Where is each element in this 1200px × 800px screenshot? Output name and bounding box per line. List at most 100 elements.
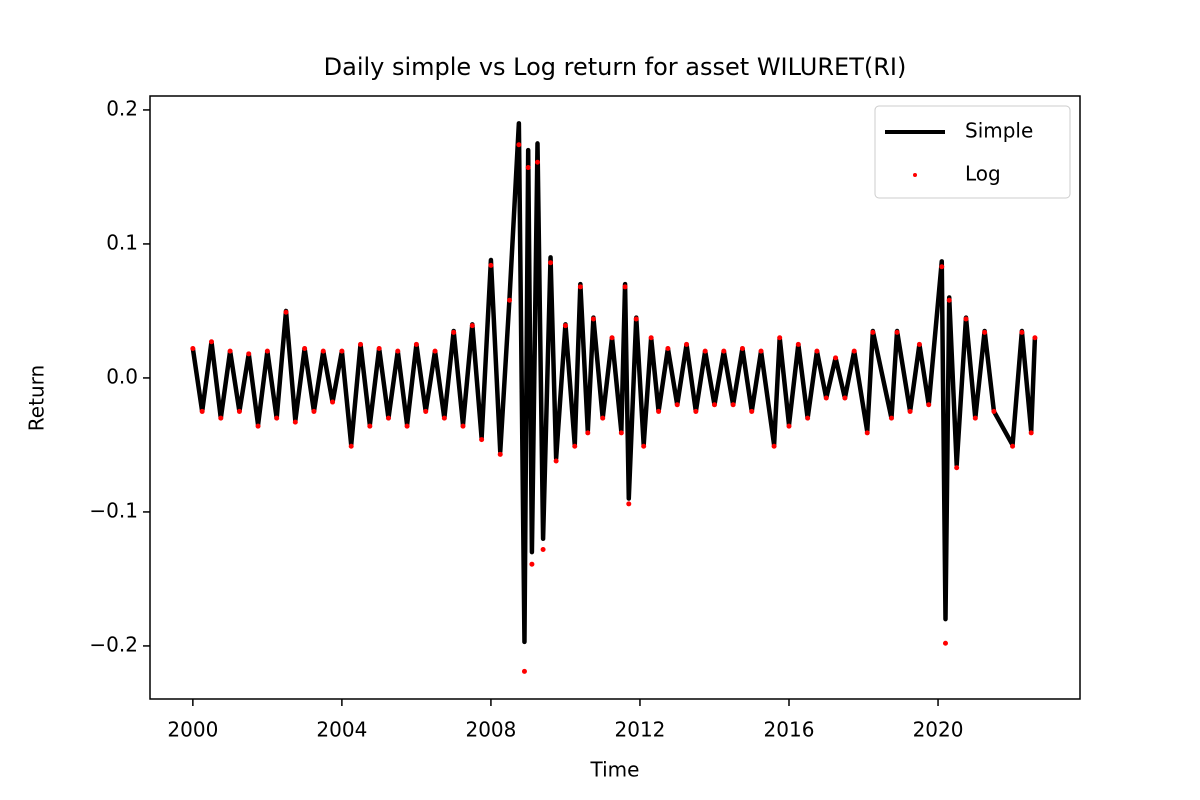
log-return-point bbox=[525, 165, 531, 171]
log-return-point bbox=[283, 309, 289, 315]
log-return-point bbox=[432, 348, 438, 354]
log-return-point bbox=[907, 408, 913, 414]
log-return-point bbox=[358, 341, 364, 347]
log-return-point bbox=[529, 561, 535, 567]
log-return-point bbox=[991, 408, 997, 414]
log-return-point bbox=[516, 142, 522, 148]
log-return-point bbox=[208, 339, 214, 345]
log-return-point bbox=[674, 402, 680, 408]
y-tick-label: 0.2 bbox=[106, 96, 138, 120]
log-return-point bbox=[693, 408, 699, 414]
log-return-point bbox=[469, 323, 475, 329]
legend-box bbox=[874, 105, 1071, 199]
log-return-point bbox=[758, 348, 764, 354]
log-return-point bbox=[648, 335, 654, 341]
log-return-point bbox=[851, 348, 857, 354]
log-return-point bbox=[702, 348, 708, 354]
log-return-point bbox=[626, 501, 632, 507]
chart-title: Daily simple vs Log return for asset WIL… bbox=[324, 53, 907, 81]
log-return-point bbox=[395, 348, 401, 354]
log-return-point bbox=[590, 316, 596, 322]
log-return-point bbox=[833, 355, 839, 361]
log-return-point bbox=[609, 335, 615, 341]
log-return-point bbox=[963, 316, 969, 322]
log-return-point bbox=[339, 348, 345, 354]
y-tick-label: 0.1 bbox=[106, 230, 138, 254]
log-return-point bbox=[311, 408, 317, 414]
log-return-point bbox=[577, 284, 583, 290]
log-return-point bbox=[916, 341, 922, 347]
log-return-point bbox=[330, 399, 336, 405]
log-return-point bbox=[548, 260, 554, 266]
legend: Simple Log bbox=[874, 105, 1071, 199]
log-return-point bbox=[939, 264, 945, 270]
log-return-point bbox=[721, 348, 727, 354]
y-tick-label: −0.2 bbox=[89, 632, 138, 656]
log-return-point bbox=[1010, 443, 1016, 449]
log-return-point bbox=[562, 323, 568, 329]
log-return-point bbox=[749, 408, 755, 414]
log-return-point bbox=[600, 415, 606, 421]
log-return-point bbox=[302, 345, 308, 351]
x-tick-label: 2004 bbox=[316, 718, 367, 742]
log-return-point bbox=[864, 430, 870, 436]
x-tick-label: 2016 bbox=[764, 718, 815, 742]
log-return-point bbox=[376, 345, 382, 351]
log-return-point bbox=[199, 408, 205, 414]
log-return-point bbox=[972, 415, 978, 421]
log-return-point bbox=[823, 395, 829, 401]
log-return-point bbox=[1028, 430, 1034, 436]
log-return-point bbox=[795, 341, 801, 347]
log-return-point bbox=[385, 415, 391, 421]
log-return-point bbox=[1019, 329, 1025, 335]
log-return-point bbox=[423, 408, 429, 414]
log-return-point bbox=[460, 423, 466, 429]
log-return-point bbox=[888, 415, 894, 421]
log-return-point bbox=[497, 451, 503, 457]
log-return-point bbox=[665, 345, 671, 351]
log-return-point bbox=[926, 402, 932, 408]
log-return-point bbox=[451, 329, 457, 335]
log-return-point bbox=[982, 329, 988, 335]
y-tick-label: 0.0 bbox=[106, 364, 138, 388]
log-return-point bbox=[777, 335, 783, 341]
log-return-point bbox=[730, 402, 736, 408]
log-return-point bbox=[264, 348, 270, 354]
plot-frame bbox=[149, 95, 1081, 700]
log-return-point bbox=[227, 348, 233, 354]
legend-label: Simple bbox=[965, 119, 1033, 143]
log-return-point bbox=[1032, 335, 1038, 341]
log-return-point bbox=[684, 341, 690, 347]
log-return-point bbox=[521, 668, 527, 674]
legend-label: Log bbox=[965, 162, 1001, 186]
log-return-point bbox=[572, 443, 578, 449]
log-return-point bbox=[633, 316, 639, 322]
x-tick-label: 2008 bbox=[465, 718, 516, 742]
log-return-point bbox=[870, 329, 876, 335]
log-return-point bbox=[292, 419, 298, 425]
log-return-point bbox=[274, 415, 280, 421]
log-return-point bbox=[479, 437, 485, 443]
log-return-point bbox=[507, 297, 513, 303]
log-return-point bbox=[320, 348, 326, 354]
log-return-point bbox=[842, 395, 848, 401]
log-return-point bbox=[954, 465, 960, 471]
x-tick-label: 2000 bbox=[167, 718, 218, 742]
x-tick-label: 2012 bbox=[615, 718, 666, 742]
log-return-point bbox=[404, 423, 410, 429]
log-return-point bbox=[413, 341, 419, 347]
log-return-point bbox=[618, 430, 624, 436]
log-return-point bbox=[585, 430, 591, 436]
log-return-point bbox=[190, 345, 196, 351]
log-return-point bbox=[348, 443, 354, 449]
log-return-point bbox=[535, 159, 540, 165]
log-return-point bbox=[367, 423, 373, 429]
log-return-point bbox=[441, 415, 447, 421]
log-return-point bbox=[894, 329, 900, 335]
log-return-point bbox=[942, 640, 948, 646]
log-return-point bbox=[641, 443, 647, 449]
log-return-point bbox=[218, 415, 224, 421]
log-return-point bbox=[488, 262, 494, 268]
log-return-point bbox=[771, 443, 777, 449]
